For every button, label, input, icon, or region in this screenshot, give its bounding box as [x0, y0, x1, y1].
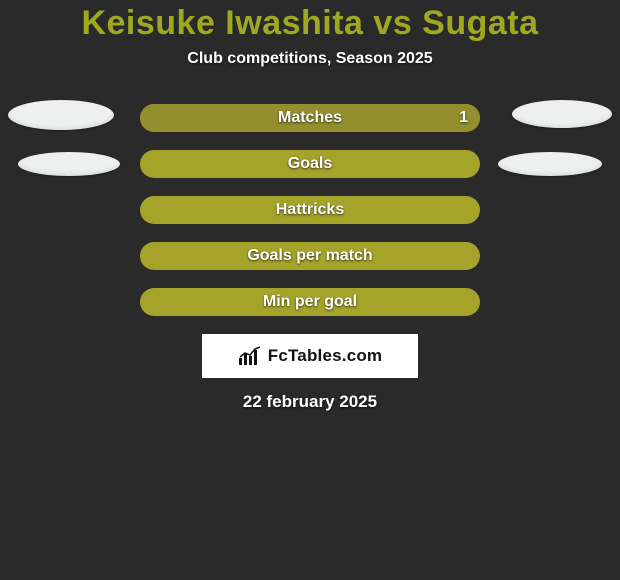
stat-bar: Goals per match	[140, 242, 480, 270]
snapshot-date: 22 february 2025	[0, 392, 620, 412]
stat-value-right: 1	[459, 109, 468, 127]
stat-label: Goals	[288, 155, 332, 173]
stat-label: Hattricks	[276, 201, 344, 219]
stat-row: Hattricks	[0, 196, 620, 224]
source-logo-text: FcTables.com	[268, 346, 383, 366]
player-left-marker	[8, 100, 114, 130]
stat-bar: Matches 1	[140, 104, 480, 132]
stat-row: Min per goal	[0, 288, 620, 316]
player-left-marker	[18, 152, 120, 176]
page-title: Keisuke Iwashita vs Sugata	[0, 0, 620, 42]
stat-label: Goals per match	[247, 247, 372, 265]
stat-bar: Hattricks	[140, 196, 480, 224]
stat-row: Goals per match	[0, 242, 620, 270]
source-logo-box: FcTables.com	[202, 334, 418, 378]
stat-row: Matches 1	[0, 104, 620, 132]
subtitle: Club competitions, Season 2025	[0, 50, 620, 68]
stat-bar: Min per goal	[140, 288, 480, 316]
stat-rows: Matches 1 Goals Hattricks Goals per match Min…	[0, 104, 620, 316]
stat-row: Goals	[0, 150, 620, 178]
stat-bar: Goals	[140, 150, 480, 178]
comparison-infographic: Keisuke Iwashita vs Sugata Club competit…	[0, 0, 620, 580]
bar-chart-icon	[238, 346, 262, 366]
player-right-marker	[512, 100, 612, 128]
stat-label: Matches	[278, 109, 342, 127]
player-right-marker	[498, 152, 602, 176]
stat-label: Min per goal	[263, 293, 357, 311]
